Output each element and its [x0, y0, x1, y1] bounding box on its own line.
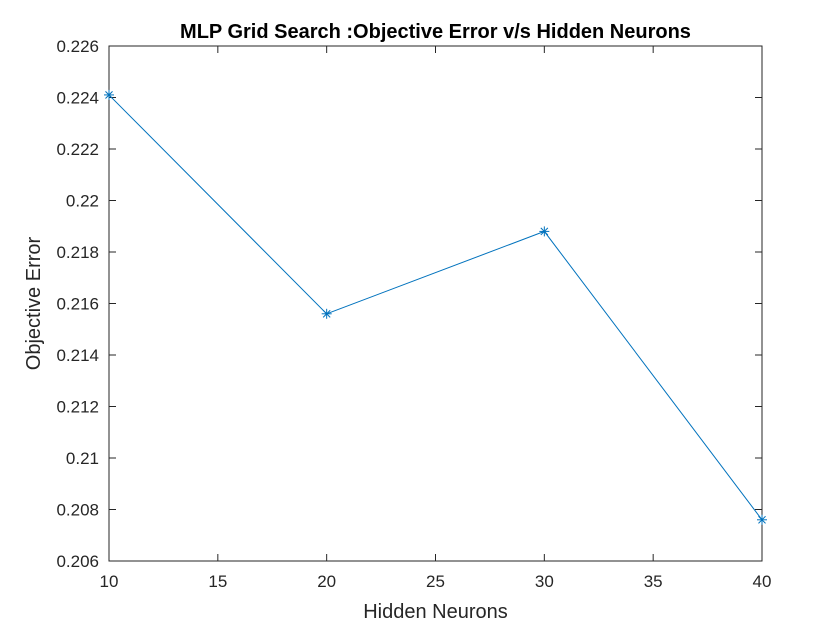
series-group — [104, 89, 767, 525]
y-tick-label: 0.226 — [56, 37, 99, 56]
y-tick-label: 0.22 — [66, 192, 99, 211]
y-tick-label: 0.222 — [56, 140, 99, 159]
y-axis-label: Objective Error — [23, 236, 45, 370]
y-tick-label: 0.21 — [66, 449, 99, 468]
y-tick-label: 0.214 — [56, 346, 99, 365]
x-tick-label: 35 — [644, 572, 663, 591]
x-axis-label: Hidden Neurons — [363, 601, 508, 623]
tick-labels: 10 15 20 25 30 35 40 0.206 0.208 0.21 0.212 0.214 0.… — [56, 37, 771, 591]
ticks — [108, 45, 763, 562]
data-point-marker — [757, 514, 767, 525]
y-tick-label: 0.218 — [56, 243, 99, 262]
data-point-marker — [104, 89, 114, 100]
y-tick-label: 0.216 — [56, 295, 99, 314]
chart-title: MLP Grid Search :Objective Error v/s Hid… — [180, 21, 691, 43]
y-tick-label: 0.208 — [56, 501, 99, 520]
x-tick-label: 20 — [317, 572, 336, 591]
y-tick-label: 0.206 — [56, 552, 99, 571]
x-tick-label: 15 — [208, 572, 227, 591]
data-point-marker — [321, 308, 332, 319]
x-tick-label: 40 — [753, 572, 772, 591]
y-tick-label: 0.224 — [56, 89, 99, 108]
x-tick-label: 10 — [100, 572, 119, 591]
series-line — [108, 94, 763, 521]
x-tick-label: 25 — [426, 572, 445, 591]
plot-area — [108, 45, 763, 562]
data-point-marker — [539, 226, 550, 237]
y-tick-label: 0.212 — [56, 398, 99, 417]
x-tick-label: 30 — [535, 572, 554, 591]
